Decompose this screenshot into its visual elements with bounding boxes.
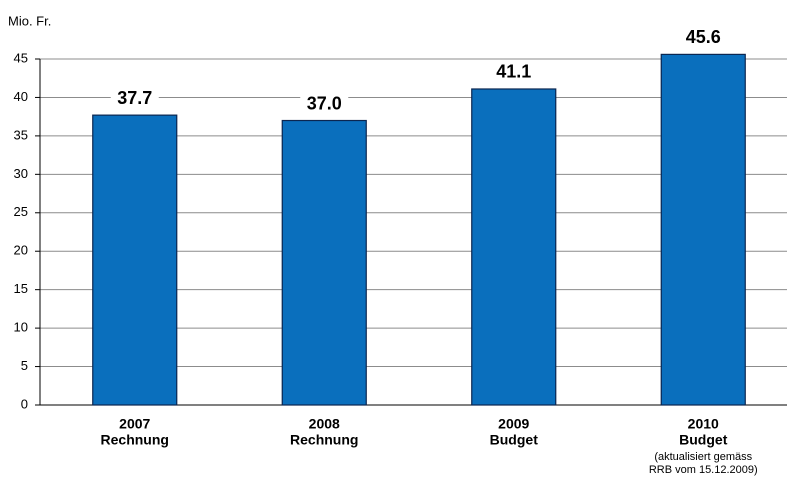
y-tick-label: 35 bbox=[14, 127, 28, 142]
x-tick-label: Rechnung bbox=[101, 432, 169, 448]
x-tick-label: RRB vom 15.12.2009) bbox=[649, 464, 758, 476]
value-label-bg bbox=[300, 92, 349, 117]
x-tick-label: 2010 bbox=[688, 416, 719, 432]
y-tick-label: 30 bbox=[14, 166, 28, 181]
value-label: 37.7 bbox=[117, 88, 152, 108]
y-tick-label: 45 bbox=[14, 50, 28, 65]
bar bbox=[281, 119, 367, 406]
x-tick-label: (aktualisiert gemäss bbox=[654, 451, 752, 463]
y-tick-label: 20 bbox=[14, 243, 28, 258]
x-tick-label: 2009 bbox=[498, 416, 529, 432]
value-label: 37.0 bbox=[307, 93, 342, 113]
y-axis-label: Mio. Fr. bbox=[8, 13, 51, 28]
bar bbox=[660, 53, 746, 406]
x-tick-label: 2008 bbox=[309, 416, 340, 432]
value-label-bg bbox=[679, 26, 728, 51]
y-tick-label: 10 bbox=[14, 320, 28, 335]
value-label: 41.1 bbox=[496, 62, 531, 82]
x-tick-label: Budget bbox=[490, 432, 539, 448]
x-tick-label: Budget bbox=[679, 432, 728, 448]
y-tick-label: 15 bbox=[14, 281, 28, 296]
value-label: 45.6 bbox=[686, 27, 721, 47]
x-tick-label: 2007 bbox=[119, 416, 150, 432]
y-tick-label: 40 bbox=[14, 89, 28, 104]
bar bbox=[471, 88, 557, 406]
value-label-bg bbox=[489, 60, 538, 85]
y-tick-label: 5 bbox=[21, 358, 28, 373]
x-tick-label: Rechnung bbox=[290, 432, 358, 448]
y-tick-label: 25 bbox=[14, 204, 28, 219]
value-label-bg bbox=[110, 87, 159, 112]
y-tick-label: 0 bbox=[21, 396, 28, 411]
bar bbox=[92, 114, 178, 406]
